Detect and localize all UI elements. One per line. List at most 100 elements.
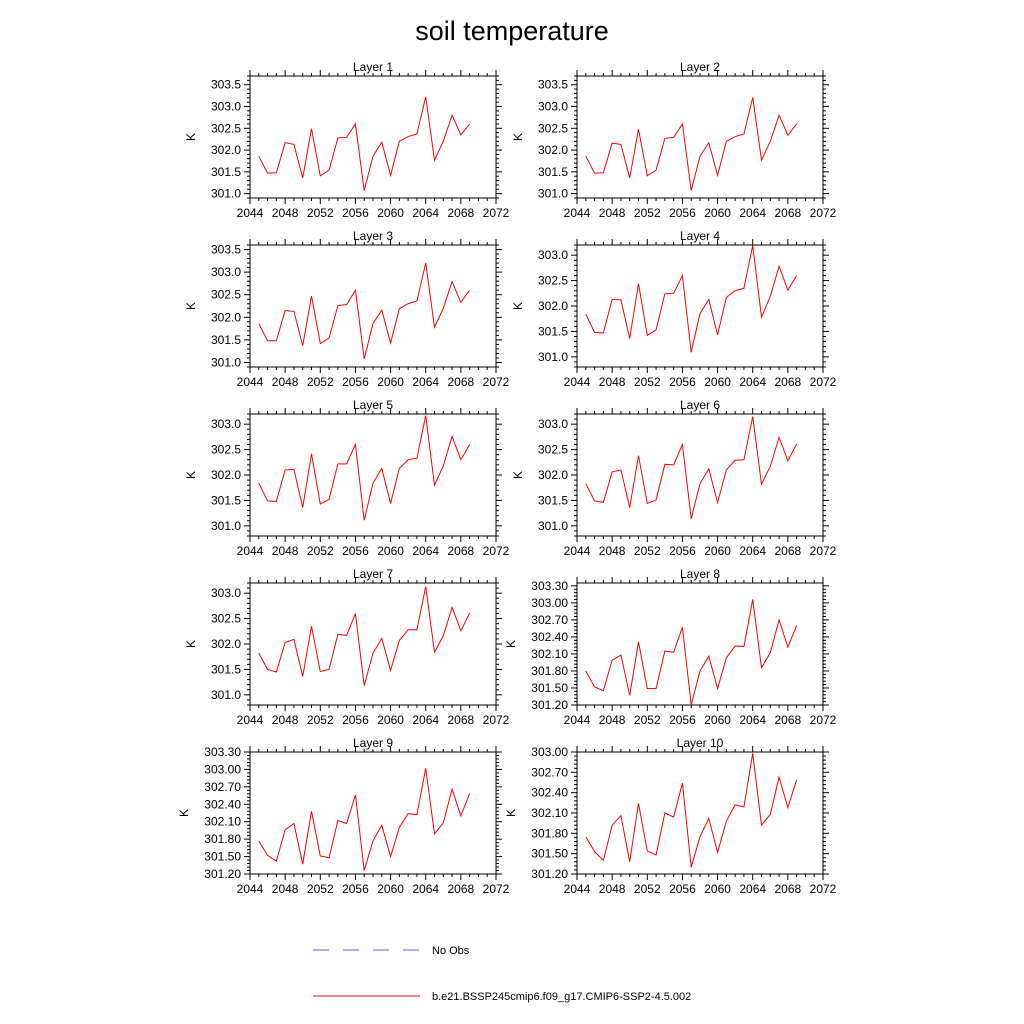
y-tick-label-layer-9: 302.10 [204, 815, 241, 829]
y-tick-label-layer-6: 301.5 [538, 493, 568, 507]
series-line-layer-2 [585, 97, 798, 191]
y-tick-label-layer-3: 303.5 [211, 243, 241, 257]
panel-title-layer-4: Layer 4 [680, 229, 720, 243]
x-tick-label-layer-3: 2044 [237, 375, 264, 389]
y-tick-label-layer-10: 302.70 [531, 765, 568, 779]
panel-title-layer-8: Layer 8 [680, 567, 720, 581]
y-tick-label-layer-5: 303.0 [211, 417, 241, 431]
legend-label-model-run: b.e21.BSSP245cmip6.f09_g17.CMIP6-SSP2-4.… [432, 991, 691, 1003]
x-tick-label-layer-9: 2044 [237, 882, 264, 896]
y-tick-label-layer-9: 301.20 [204, 867, 241, 881]
y-axis-label-layer-1: K [184, 133, 198, 141]
plot-frame-layer-2 [576, 75, 824, 199]
y-axis-label-layer-7: K [184, 640, 198, 648]
x-tick-label-layer-9: 2064 [412, 882, 439, 896]
y-tick-label-layer-6: 301.0 [538, 519, 568, 533]
x-tick-label-layer-5: 2068 [448, 544, 475, 558]
x-tick-label-layer-2: 2072 [810, 206, 837, 220]
y-tick-label-layer-9: 301.50 [204, 850, 241, 864]
x-tick-label-layer-5: 2072 [483, 544, 510, 558]
x-tick-label-layer-4: 2056 [669, 375, 696, 389]
x-tick-label-layer-4: 2048 [599, 375, 626, 389]
y-tick-label-layer-5: 301.5 [211, 493, 241, 507]
x-tick-label-layer-4: 2060 [704, 375, 731, 389]
plot-frame-layer-3 [249, 244, 497, 368]
x-tick-label-layer-9: 2060 [377, 882, 404, 896]
x-tick-label-layer-7: 2044 [237, 713, 264, 727]
y-tick-label-layer-7: 301.0 [211, 688, 241, 702]
y-tick-label-layer-10: 301.50 [531, 847, 568, 861]
y-tick-label-layer-7: 301.5 [211, 662, 241, 676]
y-tick-label-layer-8: 303.30 [531, 579, 568, 593]
panel-title-layer-7: Layer 7 [353, 567, 393, 581]
x-tick-label-layer-10: 2048 [599, 882, 626, 896]
x-tick-label-layer-7: 2060 [377, 713, 404, 727]
x-tick-label-layer-3: 2064 [412, 375, 439, 389]
x-tick-label-layer-2: 2064 [739, 206, 766, 220]
x-tick-label-layer-3: 2068 [448, 375, 475, 389]
x-tick-label-layer-1: 2048 [272, 206, 299, 220]
y-axis-label-layer-6: K [511, 471, 525, 479]
y-axis-label-layer-10: K [504, 809, 518, 817]
y-tick-label-layer-10: 303.00 [531, 745, 568, 759]
y-tick-label-layer-10: 302.40 [531, 786, 568, 800]
figure-title: soil temperature [415, 16, 609, 46]
x-tick-label-layer-4: 2044 [564, 375, 591, 389]
x-tick-label-layer-10: 2068 [775, 882, 802, 896]
x-tick-label-layer-7: 2064 [412, 713, 439, 727]
y-tick-label-layer-1: 302.0 [211, 143, 241, 157]
x-tick-label-layer-5: 2060 [377, 544, 404, 558]
x-tick-label-layer-5: 2052 [307, 544, 334, 558]
x-tick-label-layer-2: 2060 [704, 206, 731, 220]
x-tick-label-layer-3: 2072 [483, 375, 510, 389]
legend: No Obs b.e21.BSSP245cmip6.f09_g17.CMIP6-… [313, 945, 691, 1003]
y-tick-label-layer-7: 302.0 [211, 637, 241, 651]
x-tick-label-layer-4: 2064 [739, 375, 766, 389]
series-line-layer-6 [585, 416, 798, 519]
panel-layer-1: Layer 1 2044 2048 2052 2056 2060 2064 2068 2072 3… [184, 60, 510, 220]
panel-layer-5: Layer 5 2044 2048 2052 2056 2060 2064 2068 2072 3… [184, 398, 510, 558]
x-tick-label-layer-5: 2048 [272, 544, 299, 558]
y-axis-label-layer-2: K [511, 133, 525, 141]
x-tick-label-layer-6: 2068 [775, 544, 802, 558]
series-line-layer-10 [585, 753, 798, 868]
y-tick-label-layer-1: 302.5 [211, 121, 241, 135]
panel-layer-7: Layer 7 2044 2048 2052 2056 2060 2064 2068 2072 3… [184, 567, 510, 727]
y-tick-label-layer-3: 302.0 [211, 310, 241, 324]
x-tick-label-layer-1: 2052 [307, 206, 334, 220]
y-tick-label-layer-7: 302.5 [211, 612, 241, 626]
x-tick-label-layer-10: 2072 [810, 882, 837, 896]
panel-layer-6: Layer 6 2044 2048 2052 2056 2060 2064 2068 2072 3… [511, 398, 837, 558]
x-tick-label-layer-10: 2044 [564, 882, 591, 896]
plot-frame-layer-9 [249, 751, 497, 875]
x-tick-label-layer-1: 2072 [483, 206, 510, 220]
plot-frame-layer-5 [249, 413, 497, 537]
x-tick-label-layer-5: 2044 [237, 544, 264, 558]
x-tick-label-layer-2: 2044 [564, 206, 591, 220]
x-tick-label-layer-7: 2056 [342, 713, 369, 727]
y-tick-label-layer-1: 303.0 [211, 100, 241, 114]
y-tick-label-layer-4: 301.0 [538, 350, 568, 364]
x-tick-label-layer-2: 2048 [599, 206, 626, 220]
series-line-layer-4 [585, 245, 798, 353]
panel-title-layer-10: Layer 10 [677, 736, 724, 750]
x-tick-label-layer-4: 2072 [810, 375, 837, 389]
y-tick-label-layer-8: 301.80 [531, 664, 568, 678]
x-tick-label-layer-2: 2056 [669, 206, 696, 220]
y-tick-label-layer-1: 301.0 [211, 187, 241, 201]
y-tick-label-layer-6: 303.0 [538, 417, 568, 431]
plot-frame-layer-8 [576, 582, 824, 706]
x-tick-label-layer-10: 2056 [669, 882, 696, 896]
x-tick-label-layer-7: 2052 [307, 713, 334, 727]
x-tick-label-layer-2: 2052 [634, 206, 661, 220]
y-tick-label-layer-10: 301.80 [531, 826, 568, 840]
plot-frame-layer-10 [576, 751, 824, 875]
x-tick-label-layer-5: 2064 [412, 544, 439, 558]
panel-title-layer-1: Layer 1 [353, 60, 393, 74]
y-axis-label-layer-4: K [511, 302, 525, 310]
y-tick-label-layer-4: 302.0 [538, 299, 568, 313]
y-tick-label-layer-9: 302.40 [204, 797, 241, 811]
y-tick-label-layer-1: 301.5 [211, 165, 241, 179]
x-tick-label-layer-10: 2052 [634, 882, 661, 896]
x-tick-label-layer-7: 2068 [448, 713, 475, 727]
